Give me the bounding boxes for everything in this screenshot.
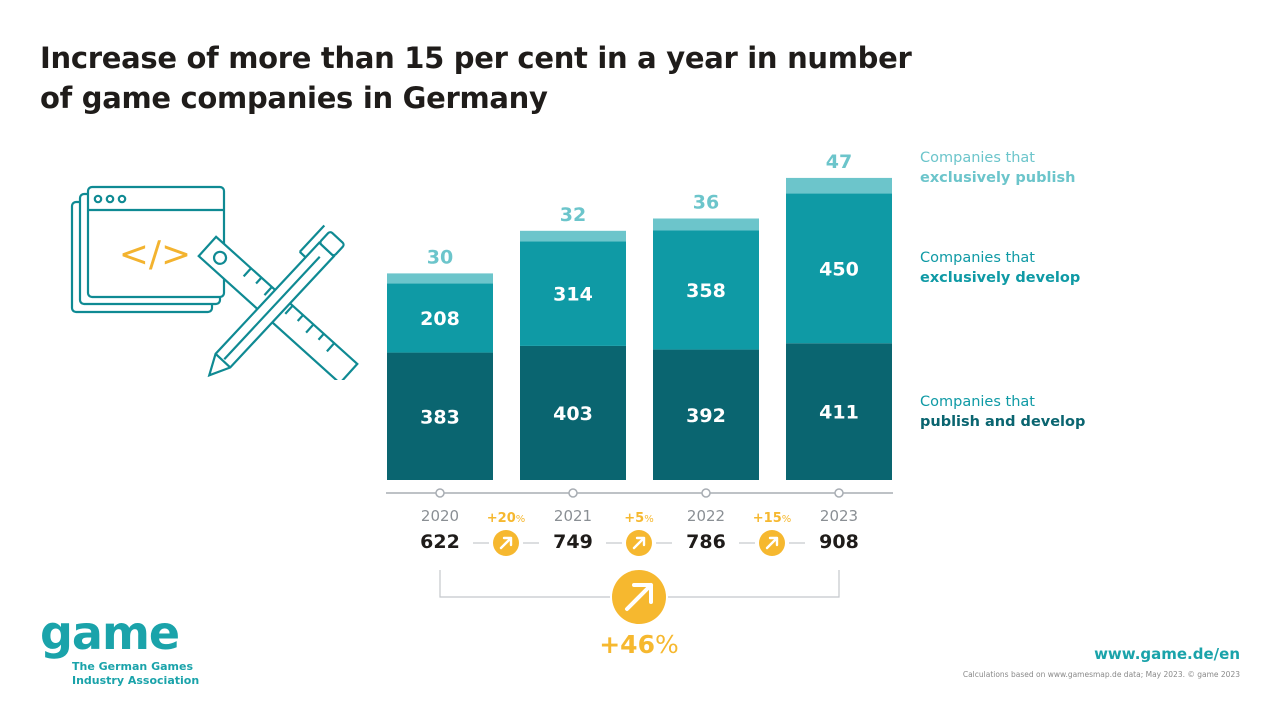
overall-growth-percent: % bbox=[655, 630, 679, 659]
legend-both-line2: publish and develop bbox=[920, 414, 1086, 430]
bar-segment-publish-2021 bbox=[520, 230, 626, 242]
value-label-develop-2021: 314 bbox=[553, 284, 593, 306]
value-label-publish-2021: 32 bbox=[560, 204, 586, 226]
total-label-2023: 908 bbox=[819, 531, 859, 553]
logo-wordmark: game bbox=[40, 606, 180, 660]
total-label-2022: 786 bbox=[686, 531, 726, 553]
total-label-2020: 622 bbox=[420, 531, 460, 553]
legend-both-line1: Companies that bbox=[920, 394, 1035, 410]
bar-segment-develop-2020 bbox=[387, 283, 493, 353]
bar-segment-develop-2022 bbox=[653, 230, 759, 350]
value-label-publish-2020: 30 bbox=[427, 246, 453, 268]
growth-label-3: +15% bbox=[753, 511, 792, 526]
logo-subtitle-line1: The German Games bbox=[72, 660, 194, 673]
value-label-develop-2023: 450 bbox=[819, 258, 859, 280]
arrow-up-right-icon bbox=[632, 536, 646, 550]
value-label-develop-2022: 358 bbox=[686, 280, 726, 302]
axis-marker-2020 bbox=[435, 488, 445, 498]
overall-bracket-left bbox=[439, 570, 610, 598]
legend-publish-line2: exclusively publish bbox=[920, 170, 1076, 186]
year-label-2022: 2022 bbox=[687, 507, 725, 525]
bar-segment-both-2020 bbox=[387, 352, 493, 480]
overall-growth-value: +46 bbox=[599, 630, 655, 659]
legend-exclusively-publish: Companies that exclusively publish bbox=[920, 148, 1075, 188]
title-line-1: Increase of more than 15 per cent in a y… bbox=[40, 41, 912, 75]
source-note: Calculations based on www.gamesmap.de da… bbox=[962, 670, 1240, 679]
growth-value-2: +5 bbox=[624, 511, 644, 526]
overall-growth-label: +46% bbox=[599, 630, 679, 659]
bar-segment-both-2021 bbox=[520, 345, 626, 480]
year-label-2023: 2023 bbox=[820, 507, 858, 525]
title-line-2: of game companies in Germany bbox=[40, 81, 548, 115]
bar-segment-publish-2022 bbox=[653, 218, 759, 231]
axis-marker-2023 bbox=[834, 488, 844, 498]
year-label-2021: 2021 bbox=[554, 507, 592, 525]
legend-publish-line1: Companies that bbox=[920, 150, 1035, 166]
legend-develop-line2: exclusively develop bbox=[920, 270, 1081, 286]
arrow-up-right-large-icon bbox=[625, 583, 653, 611]
arrow-up-right-icon bbox=[765, 536, 779, 550]
logo-subtitle-line2: Industry Association bbox=[72, 674, 200, 687]
value-label-develop-2020: 208 bbox=[420, 308, 460, 330]
bar-segment-publish-2020 bbox=[387, 273, 493, 284]
value-label-both-2020: 383 bbox=[420, 406, 460, 428]
logo-subtitle: The German Games Industry Association bbox=[72, 660, 199, 688]
growth-value-1: +20 bbox=[487, 511, 516, 526]
axis-marker-2022 bbox=[701, 488, 711, 498]
website-link[interactable]: www.game.de/en bbox=[1094, 645, 1240, 663]
bar-segment-develop-2021 bbox=[520, 241, 626, 346]
growth-label-1: +20% bbox=[487, 511, 526, 526]
value-label-publish-2023: 47 bbox=[826, 151, 852, 173]
year-label-2020: 2020 bbox=[421, 507, 459, 525]
code-symbol: </> bbox=[119, 234, 191, 275]
growth-value-3: +15 bbox=[753, 511, 782, 526]
value-label-publish-2022: 36 bbox=[693, 191, 719, 213]
axis-marker-2021 bbox=[568, 488, 578, 498]
legend-develop-line1: Companies that bbox=[920, 250, 1035, 266]
page-title: Increase of more than 15 per cent in a y… bbox=[40, 38, 940, 118]
value-label-both-2022: 392 bbox=[686, 405, 726, 427]
game-logo: game The German Games Industry Associati… bbox=[40, 608, 199, 688]
bar-segment-publish-2023 bbox=[786, 177, 892, 194]
bar-segment-both-2023 bbox=[786, 343, 892, 480]
bar-segment-both-2022 bbox=[653, 349, 759, 480]
growth-percent-1: % bbox=[516, 514, 526, 525]
growth-percent-2: % bbox=[644, 514, 654, 525]
bar-segment-develop-2023 bbox=[786, 193, 892, 344]
growth-percent-3: % bbox=[782, 514, 792, 525]
growth-label-2: +5% bbox=[624, 511, 653, 526]
value-label-both-2023: 411 bbox=[819, 402, 859, 424]
legend-publish-and-develop: Companies that publish and develop bbox=[920, 392, 1085, 432]
code-window-pencil-ruler-icon: </> bbox=[70, 185, 359, 380]
overall-bracket-right bbox=[668, 570, 840, 598]
value-label-both-2021: 403 bbox=[553, 403, 593, 425]
arrow-up-right-icon bbox=[499, 536, 513, 550]
total-label-2021: 749 bbox=[553, 531, 593, 553]
legend-exclusively-develop: Companies that exclusively develop bbox=[920, 248, 1080, 288]
